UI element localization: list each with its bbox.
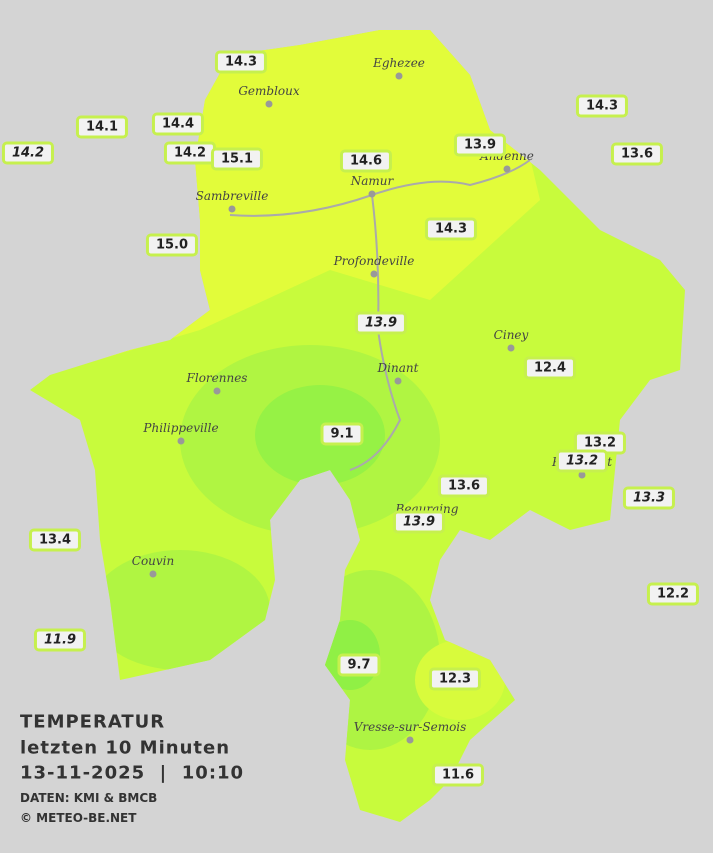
city-name: Eghezee — [373, 56, 425, 70]
station-temperature: 11.9 — [33, 628, 87, 652]
station-temperature: 14.2 — [163, 141, 217, 165]
river — [229, 159, 531, 471]
title-period: letzten 10 Minuten — [20, 737, 231, 759]
city-dot — [394, 377, 402, 385]
city-name: Sambreville — [195, 189, 269, 203]
city-dot — [507, 344, 515, 352]
city-name: Florennes — [186, 371, 248, 385]
city-dot — [503, 165, 511, 173]
city-dot — [578, 471, 586, 479]
station-temperature: 14.3 — [214, 50, 268, 74]
station-temperature: 13.6 — [610, 142, 664, 166]
city-dot — [228, 205, 236, 213]
station-temperature: 14.3 — [575, 94, 629, 118]
city-dot — [213, 387, 221, 395]
city-name: Vresse-sur-Semois — [353, 720, 467, 734]
station-temperature: 13.6 — [437, 474, 491, 498]
station-temperature: 14.6 — [339, 149, 393, 173]
title-heading: TEMPERATUR — [20, 711, 166, 733]
city-dot — [370, 270, 378, 278]
station-temperature: 12.3 — [428, 667, 482, 691]
station-temperature: 15.1 — [210, 147, 264, 171]
station-temperature: 13.3 — [622, 486, 676, 510]
city-name: Profondeville — [333, 254, 415, 268]
city-name: Gembloux — [238, 84, 300, 98]
city-dot — [368, 190, 376, 198]
station-temperature: 13.2 — [555, 449, 609, 473]
station-temperature: 12.2 — [646, 582, 700, 606]
station-temperature: 9.7 — [337, 653, 381, 677]
title-timestamp: 13-11-2025 | 10:10 — [20, 762, 245, 784]
city-dot — [395, 72, 403, 80]
city-name: Namur — [350, 174, 394, 188]
station-temperature: 13.9 — [453, 133, 507, 157]
city-dot — [406, 736, 414, 744]
city-name: Dinant — [377, 361, 419, 375]
station-temperature: 15.0 — [145, 233, 199, 257]
station-temperature: 14.2 — [1, 141, 55, 165]
city-name: Couvin — [131, 554, 175, 568]
station-temperature: 14.4 — [151, 112, 205, 136]
station-temperature: 13.4 — [28, 528, 82, 552]
station-temperature: 14.3 — [424, 217, 478, 241]
station-temperature: 11.6 — [431, 763, 485, 787]
city-name: Ciney — [493, 328, 529, 342]
station-temperature: 14.1 — [75, 115, 129, 139]
station-temperature: 13.9 — [392, 510, 446, 534]
station-temperature: 13.9 — [354, 311, 408, 335]
station-temperature: 12.4 — [523, 356, 577, 380]
title-copyright: © METEO-BE.NET — [20, 811, 137, 825]
city-dot — [149, 570, 157, 578]
city-dot — [177, 437, 185, 445]
city-dot — [265, 100, 273, 108]
title-source: DATEN: KMI & BMCB — [20, 791, 158, 805]
city-name: Philippeville — [143, 421, 219, 435]
station-temperature: 9.1 — [320, 422, 364, 446]
